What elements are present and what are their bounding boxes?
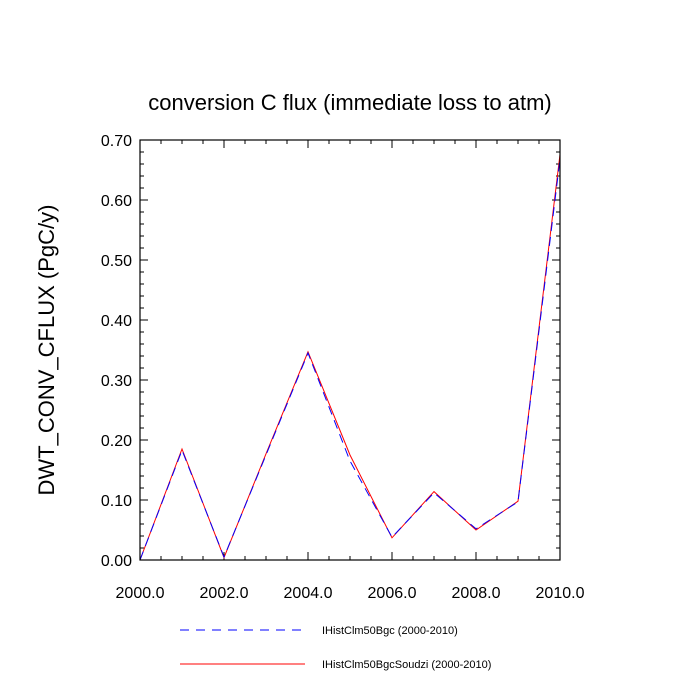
y-tick-label: 0.60 (101, 193, 132, 210)
plot-frame (139, 139, 561, 561)
y-tick-label: 0.30 (101, 373, 132, 390)
legend-label-2: IHistClm50BgcSoudzi (2000-2010) (322, 659, 491, 671)
x-tick-label: 2006.0 (368, 585, 417, 602)
y-tick-label: 0.50 (101, 253, 132, 270)
series-lines (139, 154, 561, 561)
legend: IHistClm50Bgc (2000-2010) IHistClm50BgcSo… (180, 625, 491, 671)
x-tick-label: 2008.0 (452, 585, 501, 602)
y-tick-label: 0.10 (101, 493, 132, 510)
y-tick-label: 0.70 (101, 133, 132, 150)
x-tick-label: 2004.0 (284, 585, 333, 602)
axis-ticks (139, 139, 561, 561)
y-tick-label: 0.00 (101, 553, 132, 570)
y-axis-label: DWT_CONV_CFLUX (PgC/y) (34, 205, 59, 496)
x-tick-label: 2000.0 (116, 585, 165, 602)
y-tick-label: 0.40 (101, 313, 132, 330)
series-line-1 (139, 159, 561, 561)
chart-title: conversion C flux (immediate loss to atm… (148, 90, 551, 115)
series-line-2 (139, 154, 561, 561)
tick-labels: 2000.0 2002.0 2004.0 2006.0 2008.0 2010.0 0.00… (101, 133, 585, 602)
legend-label-1: IHistClm50Bgc (2000-2010) (322, 625, 458, 637)
y-tick-label: 0.20 (101, 433, 132, 450)
x-tick-label: 2010.0 (536, 585, 585, 602)
x-tick-label: 2002.0 (200, 585, 249, 602)
